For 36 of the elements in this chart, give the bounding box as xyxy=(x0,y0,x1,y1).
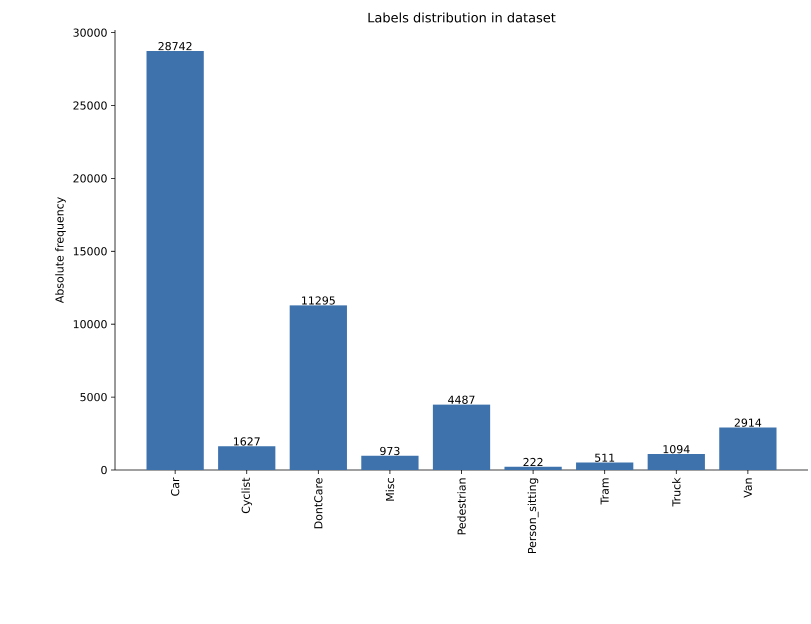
data-label: 973 xyxy=(380,446,400,456)
bar xyxy=(361,456,419,470)
x-tick-label: Misc xyxy=(386,478,394,501)
data-label: 511 xyxy=(595,454,614,462)
y-axis-title: Absolute frequency xyxy=(55,197,66,304)
x-tick-label: Tram xyxy=(600,478,609,505)
data-label: 222 xyxy=(523,458,542,466)
y-tick-label: 20000 xyxy=(73,174,107,183)
data-label: 1627 xyxy=(234,437,260,446)
bar xyxy=(290,305,347,470)
y-tick-label: 15000 xyxy=(74,247,107,256)
data-label: 1094 xyxy=(664,445,690,454)
bar xyxy=(432,404,490,470)
y-tick-label: 10000 xyxy=(74,320,107,328)
bar xyxy=(504,466,562,470)
y-tick-label: 5000 xyxy=(80,392,107,402)
data-label: 4487 xyxy=(448,396,475,404)
y-tick-label: 0 xyxy=(101,466,107,474)
x-tick-label: Car xyxy=(171,478,180,496)
chart-title: Labels distribution in dataset xyxy=(368,12,556,22)
bar xyxy=(218,446,276,470)
data-label: 11295 xyxy=(302,296,335,305)
x-tick-label: Person_sitting xyxy=(528,478,539,554)
bar xyxy=(648,454,705,470)
data-label: 2914 xyxy=(734,418,762,427)
bar xyxy=(576,462,634,470)
y-tick-label: 25000 xyxy=(73,101,107,110)
bar xyxy=(719,428,777,470)
x-tick-label: Van xyxy=(744,478,752,498)
data-label: 28742 xyxy=(158,42,192,50)
x-tick-label: Pedestrian xyxy=(457,478,466,534)
y-tick-label: 30000 xyxy=(73,28,107,37)
x-tick-label: Truck xyxy=(672,478,681,506)
x-tick-label: DontCare xyxy=(314,478,322,528)
bar xyxy=(146,50,204,470)
x-tick-label: Cyclist xyxy=(241,478,252,514)
